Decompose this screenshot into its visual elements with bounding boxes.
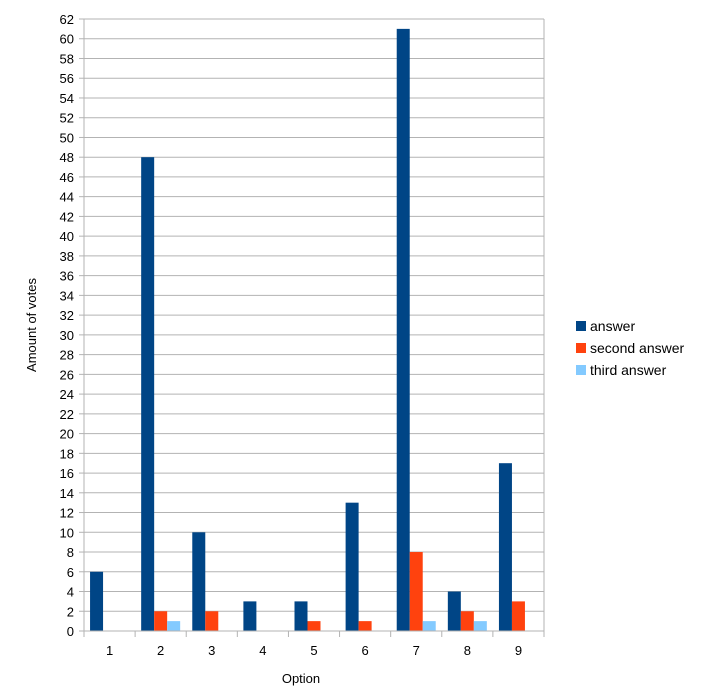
legend-label: answer bbox=[590, 318, 635, 334]
x-tick-label: 3 bbox=[208, 643, 215, 658]
bar bbox=[192, 532, 206, 631]
x-tick-label: 7 bbox=[413, 643, 420, 658]
bars bbox=[90, 28, 525, 631]
x-tick-label: 5 bbox=[310, 643, 317, 658]
bar bbox=[498, 463, 512, 631]
y-tick-label: 50 bbox=[60, 130, 74, 145]
bar bbox=[422, 621, 436, 631]
bar bbox=[307, 621, 321, 631]
y-tick-labels: 0246810121416182022242628303234363840424… bbox=[60, 12, 74, 639]
y-tick-label: 26 bbox=[60, 367, 74, 382]
bar bbox=[294, 601, 308, 631]
y-tick-label: 48 bbox=[60, 150, 74, 165]
x-tick-label: 2 bbox=[157, 643, 164, 658]
bar bbox=[90, 571, 104, 631]
y-tick-label: 6 bbox=[67, 565, 74, 580]
y-tick-label: 0 bbox=[67, 624, 74, 639]
bar bbox=[167, 621, 181, 631]
bar bbox=[243, 601, 257, 631]
legend-swatch bbox=[576, 365, 586, 375]
bar bbox=[205, 611, 219, 631]
y-tick-label: 32 bbox=[60, 308, 74, 323]
y-tick-label: 42 bbox=[60, 209, 74, 224]
y-tick-label: 16 bbox=[60, 466, 74, 481]
y-tick-label: 22 bbox=[60, 407, 74, 422]
x-tick-label: 8 bbox=[464, 643, 471, 658]
y-tick-label: 4 bbox=[67, 585, 74, 600]
y-tick-label: 18 bbox=[60, 446, 74, 461]
y-tick-label: 44 bbox=[60, 190, 74, 205]
legend-swatch bbox=[576, 321, 586, 331]
y-tick-label: 58 bbox=[60, 51, 74, 66]
bar bbox=[460, 611, 474, 631]
y-tick-label: 54 bbox=[60, 91, 74, 106]
x-tick-label: 6 bbox=[361, 643, 368, 658]
y-tick-label: 12 bbox=[60, 506, 74, 521]
bar bbox=[511, 601, 525, 631]
x-tick-label: 9 bbox=[515, 643, 522, 658]
y-tick-label: 46 bbox=[60, 170, 74, 185]
y-tick-label: 2 bbox=[67, 604, 74, 619]
axes bbox=[83, 19, 545, 632]
y-tick-label: 52 bbox=[60, 111, 74, 126]
y-tick-label: 60 bbox=[60, 32, 74, 47]
y-tick-label: 38 bbox=[60, 249, 74, 264]
bar bbox=[473, 621, 487, 631]
y-tick-label: 30 bbox=[60, 328, 74, 343]
x-tick-label: 1 bbox=[106, 643, 113, 658]
x-tick-label: 4 bbox=[259, 643, 266, 658]
bar bbox=[358, 621, 372, 631]
y-tick-label: 10 bbox=[60, 525, 74, 540]
bar bbox=[345, 502, 359, 631]
y-tick-label: 56 bbox=[60, 71, 74, 86]
x-axis-title: Option bbox=[282, 671, 320, 686]
legend-label: third answer bbox=[590, 362, 667, 378]
y-tick-label: 24 bbox=[60, 387, 74, 402]
y-axis-title: Amount of votes bbox=[24, 278, 39, 372]
y-tick-label: 34 bbox=[60, 288, 74, 303]
legend-swatch bbox=[576, 343, 586, 353]
y-tick-label: 40 bbox=[60, 229, 74, 244]
gridlines bbox=[79, 18, 545, 637]
y-tick-label: 14 bbox=[60, 486, 74, 501]
y-tick-label: 20 bbox=[60, 427, 74, 442]
x-tick-labels: 1 2 3 4 5 6 7 8 9 bbox=[106, 643, 522, 658]
y-tick-label: 62 bbox=[60, 12, 74, 27]
y-tick-label: 36 bbox=[60, 269, 74, 284]
bar bbox=[154, 611, 168, 631]
bar bbox=[409, 552, 423, 631]
legend-label: second answer bbox=[590, 340, 685, 356]
legend: answer second answer third answer bbox=[576, 318, 685, 378]
bar bbox=[447, 591, 461, 631]
bar bbox=[141, 157, 155, 631]
y-tick-label: 8 bbox=[67, 545, 74, 560]
bar bbox=[396, 28, 410, 631]
y-tick-label: 28 bbox=[60, 348, 74, 363]
